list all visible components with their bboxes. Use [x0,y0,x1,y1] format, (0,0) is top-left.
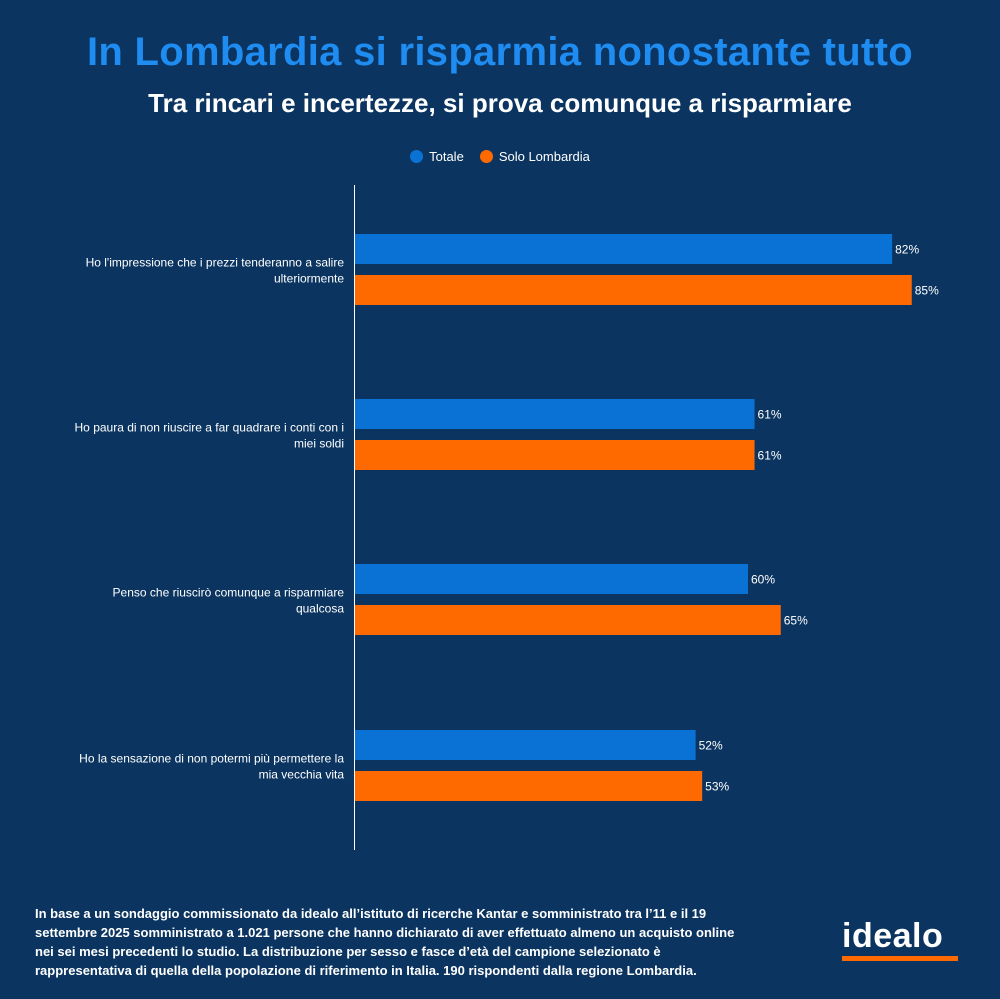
footnote: In base a un sondaggio commissionato da … [35,906,735,978]
data-label-lombardia-3: 65% [784,614,808,628]
category-label-3-line-2: qualcosa [296,602,344,616]
bar-lombardia-1 [355,275,912,305]
bar-lombardia-2 [355,440,755,470]
category-label-1-line-1: Ho l'impressione che i prezzi tenderanno… [86,256,345,270]
category-label-4-line-1: Ho la sensazione di non potermi più perm… [79,752,344,766]
bar-chart: 82% 85% Ho l'impressione che i prezzi tend… [75,185,939,850]
data-label-totale-4: 52% [699,739,723,753]
data-label-totale-1: 82% [895,243,919,257]
legend-item-lombardia: Solo Lombardia [479,149,590,164]
data-label-lombardia-4: 53% [705,780,729,794]
legend-label-lombardia: Solo Lombardia [498,149,590,164]
data-label-totale-2: 61% [758,408,782,422]
bar-totale-3 [355,564,748,594]
bar-totale-4 [355,730,696,760]
bar-lombardia-3 [355,605,781,635]
logo-text: idealo [842,917,944,955]
category-label-2-line-2: miei soldi [294,437,344,451]
chart-subtitle: Tra rincari e incertezze, si prova comun… [148,88,852,118]
category-label-1-line-2: ulteriormente [274,272,344,286]
category-label-2-line-1: Ho paura di non riuscire a far quadrare … [75,421,344,435]
legend-swatch-lombardia [479,150,493,163]
data-label-lombardia-2: 61% [758,449,782,463]
data-label-lombardia-1: 85% [915,284,939,298]
legend-swatch-totale [410,150,424,163]
legend-item-totale: Totale [410,149,464,164]
legend: Totale Solo Lombardia [0,149,1000,164]
data-label-totale-3: 60% [751,573,775,587]
idealo-logo: idealo [842,918,958,961]
logo-underline [842,956,958,961]
bar-totale-1 [355,234,893,264]
chart-title: In Lombardia si risparmia nonostante tut… [86,30,914,74]
category-label-4-line-2: mia vecchia vita [259,768,345,782]
bar-totale-2 [355,399,755,429]
bar-lombardia-4 [355,771,703,801]
legend-label-totale: Totale [429,149,464,164]
category-label-3-line-1: Penso che riuscirò comunque a risparmiar… [113,586,345,600]
